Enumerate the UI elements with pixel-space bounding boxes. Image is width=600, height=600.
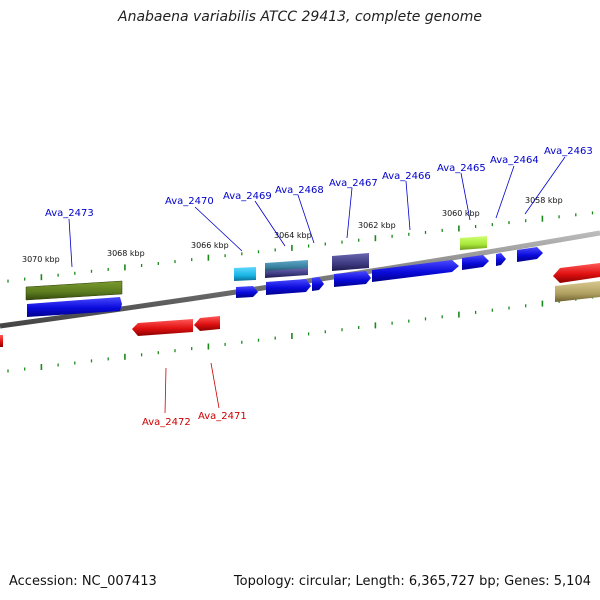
inner-scale-ticks [7, 295, 594, 373]
scale-label-3068: 3068 kbp [107, 249, 145, 258]
genome-summary: Topology: circular; Length: 6,365,727 bp… [233, 574, 591, 589]
gene-label-ava2466[interactable]: Ava_2466 [382, 171, 431, 182]
cds-forward-ava2468[interactable] [312, 277, 324, 291]
cds-reverse-left-edge[interactable] [0, 335, 3, 347]
cds-reverse-right[interactable] [553, 263, 600, 283]
cds-forward-ava2467[interactable] [334, 271, 371, 287]
cds-forward-ava2464[interactable] [496, 253, 506, 266]
cds-forward-ava2470[interactable] [236, 286, 258, 298]
gene-label-ava2469[interactable]: Ava_2469 [223, 191, 272, 202]
scale-label-3064: 3064 kbp [274, 231, 312, 240]
feature-purple-b[interactable] [332, 253, 369, 271]
cds-reverse-ava2472[interactable] [132, 319, 193, 336]
cds-forward-ava2465[interactable] [462, 255, 489, 270]
feature-purple-a[interactable] [265, 268, 308, 278]
cds-forward-ava2473[interactable] [27, 297, 122, 317]
gene-label-ava2470[interactable]: Ava_2470 [165, 196, 214, 207]
scale-label-3066: 3066 kbp [191, 241, 229, 250]
feature-tan[interactable] [555, 281, 600, 302]
feature-lime[interactable] [460, 236, 487, 250]
outer-scale-ticks [7, 211, 594, 283]
gene-label-ava2463[interactable]: Ava_2463 [544, 146, 593, 157]
feature-cyan[interactable] [234, 267, 256, 281]
scale-label-3062: 3062 kbp [358, 221, 396, 230]
scale-label-3058: 3058 kbp [525, 196, 563, 205]
cds-forward-ava2466[interactable] [372, 260, 459, 282]
genome-title: Anabaena variabilis ATCC 29413, complete… [118, 9, 482, 25]
feature-olive[interactable] [25, 280, 123, 301]
cds-reverse-ava2471[interactable] [194, 316, 220, 331]
cds-forward-ava2469[interactable] [266, 279, 311, 295]
cds-forward-ava2463[interactable] [517, 247, 543, 262]
scale-label-3060: 3060 kbp [442, 209, 480, 218]
reverse-leader-lines [164, 362, 220, 414]
gene-label-ava2465[interactable]: Ava_2465 [437, 163, 486, 174]
gene-label-ava2467[interactable]: Ava_2467 [329, 178, 378, 189]
gene-label-ava2464[interactable]: Ava_2464 [490, 155, 539, 166]
gene-label-ava2473[interactable]: Ava_2473 [45, 208, 94, 219]
accession-label: Accession: NC_007413 [9, 574, 157, 589]
leader-lines [68, 156, 566, 268]
gene-label-ava2468[interactable]: Ava_2468 [275, 185, 324, 196]
scale-label-3070: 3070 kbp [22, 255, 60, 264]
gene-label-ava2471[interactable]: Ava_2471 [198, 411, 247, 422]
gene-label-ava2472[interactable]: Ava_2472 [142, 417, 191, 428]
